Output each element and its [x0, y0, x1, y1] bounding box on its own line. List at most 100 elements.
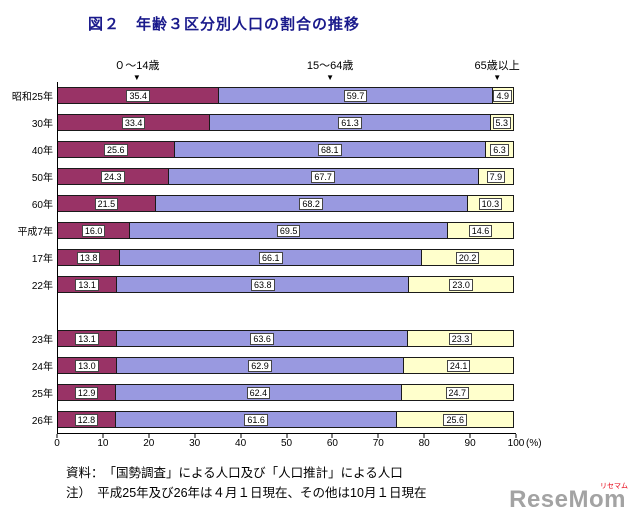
category-label: 25年: [31, 389, 53, 400]
down-arrow-icon: ▼: [493, 73, 502, 82]
x-axis-tick: [102, 434, 104, 438]
x-axis-tick-label: 30: [189, 438, 201, 449]
value-label: 66.1: [259, 251, 283, 264]
value-label: 12.8: [74, 413, 99, 426]
bar-segment: 67.7: [167, 168, 479, 185]
value-label: 5.3: [492, 116, 512, 129]
chart-bar-row: 昭和25年 35.4 59.7 4.9: [10, 82, 516, 109]
chart-bar-row: 17年 13.8 66.1 20.2: [10, 244, 516, 271]
category-label: 24年: [31, 362, 53, 373]
series-annotation: ０～14歳 ▼: [114, 57, 159, 82]
x-axis-tick: [377, 434, 379, 438]
bar-segment: 25.6: [396, 411, 514, 428]
value-label: 23.0: [449, 278, 473, 291]
bar-segment: 68.2: [154, 195, 468, 212]
value-label: 20.2: [455, 251, 480, 264]
series-annotation-label: ０～14歳: [114, 60, 160, 72]
bar-segment: 63.6: [116, 330, 409, 347]
group-gap: [10, 298, 516, 325]
value-label: 63.6: [250, 332, 274, 345]
value-label: 13.1: [75, 332, 99, 345]
category-label: 50年: [31, 173, 53, 184]
bar-segment: 66.1: [119, 249, 423, 266]
series-annotation: 65歳以上 ▼: [475, 57, 520, 82]
category-label: 40年: [31, 146, 53, 157]
bar-segment: 21.5: [57, 195, 156, 212]
value-label: 24.3: [101, 170, 125, 183]
x-axis-tick: [56, 434, 58, 438]
stacked-bar: 16.0 69.5 14.6: [57, 222, 516, 239]
bar-segment: 62.9: [115, 357, 405, 374]
plot-area: 昭和25年 35.4 59.7 4.9 30年 33.4 61.3 5.3 40年 25.6 68.…: [10, 82, 516, 433]
bar-segment: 59.7: [218, 87, 493, 104]
value-label: 13.1: [75, 278, 99, 291]
chart-bar-row: 40年 25.6 68.1 6.3: [10, 136, 516, 163]
bar-rows: 昭和25年 35.4 59.7 4.9 30年 33.4 61.3 5.3 40年 25.6 68.…: [10, 82, 516, 433]
bar-segment: 20.2: [421, 249, 514, 266]
stacked-bar: 21.5 68.2 10.3: [57, 195, 516, 212]
x-axis-tick: [515, 434, 517, 438]
down-arrow-icon: ▼: [326, 73, 335, 82]
footer-notes: 資料： 「国勢調査」による人口及び「人口推計」による人口 注） 平成25年及び2…: [66, 463, 640, 503]
bar-segment: 12.8: [57, 411, 116, 428]
series-annotation: 15～64歳 ▼: [307, 57, 353, 82]
x-axis-tick: [240, 434, 242, 438]
figure-title: 図２ 年齢３区分別人口の割合の推移: [88, 15, 361, 33]
category-label: 60年: [31, 200, 53, 211]
bar-segment: 62.4: [115, 384, 402, 401]
bar-segment: 13.1: [57, 276, 118, 293]
value-label: 16.0: [81, 224, 106, 237]
bar-segment: 13.1: [57, 330, 118, 347]
chart-bar-row: 25年 12.9 62.4 24.7: [10, 379, 516, 406]
series-annotation-label: 15～64歳: [306, 60, 354, 72]
bar-segment: 24.1: [403, 357, 514, 374]
value-label: 63.8: [250, 278, 275, 291]
stacked-bar: 33.4 61.3 5.3: [57, 114, 516, 131]
chart-bar-row: 30年 33.4 61.3 5.3: [10, 109, 516, 136]
bar-segment: 5.3: [489, 114, 514, 131]
bar-segment: 33.4: [57, 114, 211, 131]
value-label: 69.5: [276, 224, 301, 237]
x-axis-tick-label: 10: [97, 438, 109, 449]
category-label: 26年: [31, 416, 53, 427]
value-label: 7.9: [486, 170, 506, 183]
value-label: 61.3: [338, 116, 362, 129]
x-axis-tick-label: 80: [418, 438, 430, 449]
value-label: 25.6: [103, 143, 128, 156]
series-annotations: ０～14歳 ▼ 15～64歳 ▼ 65歳以上 ▼: [57, 52, 520, 82]
bar-segment: 12.9: [57, 384, 117, 401]
value-label: 62.9: [248, 359, 272, 372]
value-label: 67.7: [311, 170, 335, 183]
bar-segment: 13.0: [57, 357, 117, 374]
bar-segment: 25.6: [57, 141, 175, 158]
stacked-bar: 25.6 68.1 6.3: [57, 141, 516, 158]
value-label: 24.1: [446, 359, 471, 372]
chart-bar-row: 平成7年 16.0 69.5 14.6: [10, 217, 516, 244]
x-axis-tick: [148, 434, 150, 438]
value-label: 35.4: [126, 89, 150, 102]
value-label: 13.0: [75, 359, 99, 372]
x-axis-tick-label: 60: [326, 438, 338, 449]
chart-bar-row: 60年 21.5 68.2 10.3: [10, 190, 516, 217]
value-label: 12.9: [74, 386, 99, 399]
bar-segment: 24.3: [57, 168, 169, 185]
series-annotation-label: 65歳以上: [474, 60, 520, 72]
bar-segment: 14.6: [447, 222, 514, 239]
stacked-bar: 13.1 63.8 23.0: [57, 276, 516, 293]
stacked-bar: 12.8 61.6 25.6: [57, 411, 516, 428]
x-axis-tick: [286, 434, 287, 438]
logo-kana-text: リセマム: [600, 483, 628, 490]
bar-segment: 6.3: [485, 141, 514, 158]
x-axis-tick: [194, 434, 196, 438]
value-label: 33.4: [121, 116, 146, 129]
x-axis-tick-label: 100: [507, 438, 525, 449]
value-label: 6.3: [490, 143, 509, 156]
value-label: 62.4: [246, 386, 271, 399]
chart-bar-row: 23年 13.1 63.6 23.3: [10, 325, 516, 352]
stacked-bar: 12.9 62.4 24.7: [57, 384, 516, 401]
chart-bar-row: 24年 13.0 62.9 24.1: [10, 352, 516, 379]
value-label: 59.7: [343, 89, 368, 102]
value-label: 68.2: [299, 197, 323, 210]
x-axis-tick-label: 90: [464, 438, 476, 449]
bar-segment: 23.3: [407, 330, 514, 347]
